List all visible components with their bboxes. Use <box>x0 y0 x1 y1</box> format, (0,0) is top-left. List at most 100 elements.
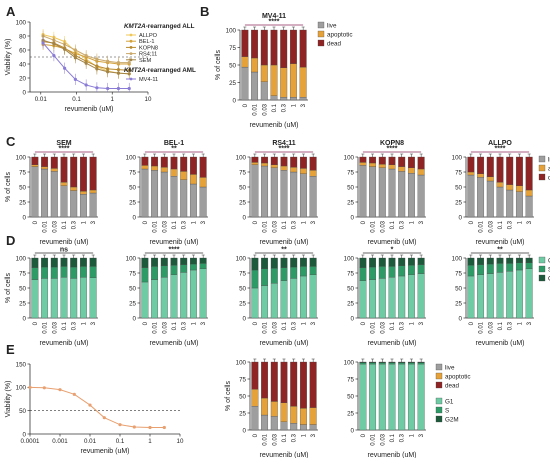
bar-g1 <box>199 268 207 319</box>
bar-g2m <box>199 257 207 264</box>
legend-label-g1: G1 <box>445 399 454 406</box>
y-tick-label: 50 <box>455 184 462 191</box>
x-tick-label: 3 <box>311 220 317 224</box>
x-tick-label: 1 <box>517 220 523 224</box>
bar-s <box>31 267 39 280</box>
x-tick-label: 0.03 <box>272 220 278 232</box>
bar-apoptotic <box>79 191 87 195</box>
y-tick-label: 0 <box>459 315 463 322</box>
legend-swatch-live <box>538 155 546 163</box>
bar-live <box>251 71 259 101</box>
y-tick-label: 100 <box>344 255 355 262</box>
bar-s <box>506 263 514 272</box>
bar-live <box>299 424 307 431</box>
y-tick-label: 25 <box>19 199 26 206</box>
bar-s <box>141 267 149 283</box>
bar-g1 <box>270 283 278 319</box>
bar-apoptotic <box>41 166 49 170</box>
x-tick-label: 0.1 <box>282 321 288 330</box>
bar-live <box>299 173 307 218</box>
panel-letter-a: A <box>6 4 16 19</box>
bar-g2m <box>477 257 485 265</box>
y-tick-label: 100 <box>236 255 247 262</box>
bar-g1 <box>496 272 504 319</box>
chart-c-rs4-11: 0 25 50 75 100 0 0.01 0.03 0.1 0.3 1 3 revumenib (uM… <box>236 140 318 246</box>
y-tick-label: 20 <box>19 75 26 82</box>
x-tick-label: 0.1 <box>390 433 396 442</box>
y-tick-label: 75 <box>239 169 246 176</box>
bar-apoptotic <box>251 162 259 165</box>
legend-panel-e-viability: live apoptotic dead <box>435 363 471 390</box>
bar-s <box>160 265 168 278</box>
data-point <box>72 392 76 396</box>
data-point <box>127 86 131 91</box>
x-tick-label: 3 <box>201 220 207 224</box>
bar-apoptotic <box>261 397 269 416</box>
y-tick-label: 50 <box>19 184 26 191</box>
bar-live <box>270 416 278 431</box>
x-tick-label: 3 <box>527 321 533 325</box>
legend-marker <box>129 77 133 81</box>
bar-live <box>79 194 87 218</box>
x-tick-label: 0.3 <box>292 433 298 442</box>
y-tick-label: 60 <box>19 47 26 54</box>
x-tick-label: 1 <box>191 220 197 224</box>
x-tick-label: 0.01 <box>43 321 49 333</box>
significance-label: **** <box>59 146 70 153</box>
bar-live <box>31 166 39 218</box>
x-tick-label: 0.3 <box>400 433 406 442</box>
bar-live <box>60 185 68 218</box>
x-tick-label: 0.1 <box>282 433 288 442</box>
bar-g2m <box>407 257 415 266</box>
bar-live <box>50 171 58 218</box>
y-tick-label: 25 <box>347 300 354 307</box>
bar-g1 <box>189 269 197 319</box>
bar-apoptotic <box>141 165 149 170</box>
bar-g2m <box>388 257 396 267</box>
bar-dead <box>515 156 523 186</box>
y-tick-label: 100 <box>16 154 27 161</box>
bar-apoptotic <box>289 63 297 98</box>
x-tick-label: 0.3 <box>508 321 514 330</box>
bar-s <box>467 265 475 277</box>
bar-s <box>180 264 188 273</box>
legend-label-apoptotic: apoptotic <box>445 374 471 381</box>
y-tick-label: 0 <box>351 214 355 221</box>
y-tick-label: 150 <box>16 361 27 368</box>
bar-s <box>515 262 523 271</box>
y-axis-label: % of cells <box>5 273 12 303</box>
x-tick-label: 0.1 <box>390 220 396 229</box>
bar-g2m <box>60 257 68 267</box>
legend-label: RS4;11 <box>139 52 157 58</box>
chart-d-allpo: 0 25 50 75 100 0 0.01 0.03 0.1 0.3 1 3 revumenib (uM… <box>452 247 534 347</box>
y-tick-label: 75 <box>347 376 354 383</box>
data-point <box>88 403 92 407</box>
bar-g1 <box>70 278 78 319</box>
bar-dead <box>270 29 278 66</box>
bar-g2m <box>170 257 178 266</box>
bar-apoptotic <box>309 170 317 177</box>
bar-live <box>89 192 97 218</box>
legend-swatch-dead <box>435 381 443 389</box>
data-point <box>148 425 152 430</box>
significance-label: * <box>391 247 394 254</box>
bar-apoptotic <box>506 184 514 191</box>
bar-apoptotic <box>477 173 485 178</box>
bar-dead <box>378 156 386 165</box>
data-point <box>106 70 110 74</box>
y-axis-label: Viability (%) <box>5 381 12 418</box>
data-point <box>52 42 56 46</box>
legend-panel-c: live apoptotic dead <box>538 155 550 182</box>
data-point <box>95 86 99 90</box>
bar-g1 <box>506 271 514 319</box>
y-tick-label: 50 <box>239 393 246 400</box>
x-tick-label: 1 <box>301 433 307 437</box>
bar-apoptotic <box>50 168 58 172</box>
x-tick-label: 0.03 <box>262 103 268 115</box>
bar-g2m <box>290 257 298 268</box>
chart-c-kopn8: 0 25 50 75 100 0 0.01 0.03 0.1 0.3 1 3 revumenib (uM… <box>344 140 426 246</box>
x-tick-label: 0.03 <box>488 321 494 333</box>
bar-live <box>241 66 249 101</box>
bar-live <box>290 171 298 218</box>
chart-c-allpo: 0 25 50 75 100 0 0.01 0.03 0.1 0.3 1 3 revumenib (uM… <box>452 140 534 246</box>
